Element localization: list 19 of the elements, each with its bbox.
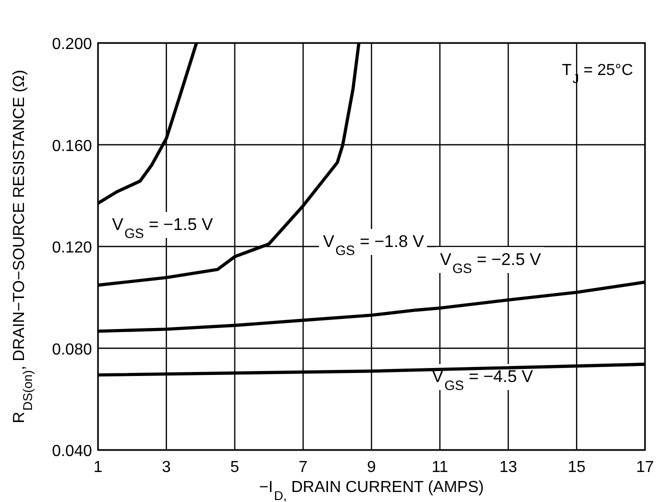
y-tick-label: 0.040 [52, 443, 92, 460]
series-label: V$_{GS}$ = −2.5 V [440, 250, 542, 276]
series-label: V$_{GS}$ = −1.8 V [323, 232, 425, 258]
x-tick-label: 15 [568, 459, 586, 476]
y-tick-label: 0.080 [52, 341, 92, 358]
x-tick-label: 9 [367, 459, 376, 476]
y-tick-label: 0.160 [52, 138, 92, 155]
x-axis-title: −I$_{D,}$ DRAIN CURRENT (AMPS) [259, 479, 484, 502]
series-label: V$_{GS}$ = −1.5 V [112, 215, 214, 240]
x-tick-label: 1 [94, 459, 103, 476]
x-tick-label: 11 [432, 459, 448, 476]
x-tick-label: 7 [298, 459, 308, 476]
x-tick-label: 17 [636, 459, 654, 476]
y-tick-label: 0.200 [52, 36, 92, 53]
series-label: V$_{GS}$ = −4.5 V [432, 367, 534, 392]
x-tick-label: 13 [499, 459, 518, 476]
y-tick-label: 0.120 [52, 240, 92, 256]
x-tick-label: 3 [162, 459, 171, 476]
x-tick-label: 5 [230, 459, 240, 476]
